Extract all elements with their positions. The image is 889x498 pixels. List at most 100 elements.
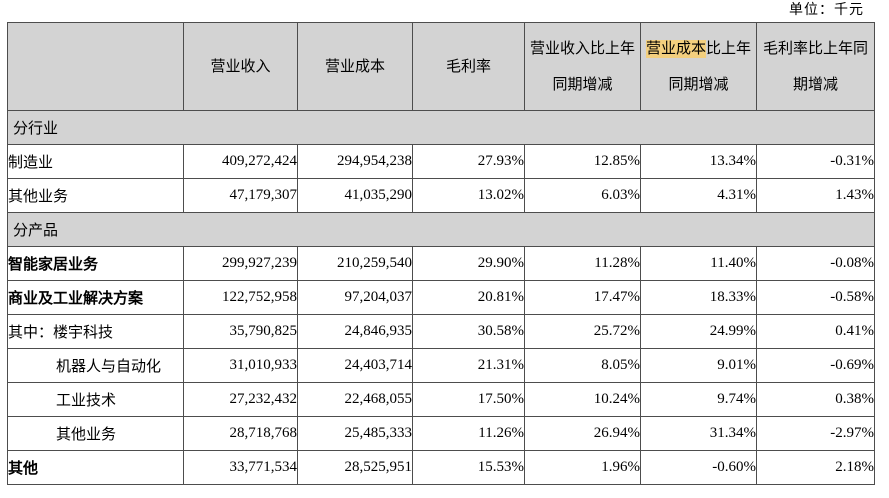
- highlighted-text: 营业成本: [645, 39, 706, 58]
- header-cell-operating-cost: 营业成本: [297, 22, 413, 111]
- value-cell: 2.18%: [756, 450, 875, 485]
- value-cell: 9.74%: [640, 382, 757, 417]
- header-text: 期增减: [792, 76, 838, 93]
- row-label: 其他业务: [7, 416, 184, 451]
- header-line: 毛利率: [414, 49, 524, 85]
- header-text: 营业收入: [210, 58, 271, 75]
- header-line: 毛利率比上年同: [758, 31, 874, 67]
- header-line: 期增减: [758, 67, 874, 103]
- row-label: 其他: [7, 450, 184, 485]
- value-cell: 47,179,307: [183, 178, 298, 213]
- row-label: 制造业: [7, 144, 184, 179]
- row-label: 机器人与自动化: [7, 348, 184, 383]
- value-cell: 24.99%: [640, 314, 757, 349]
- value-cell: 28,525,951: [297, 450, 413, 485]
- header-cell-gross-margin: 毛利率: [412, 22, 525, 111]
- value-cell: 17.47%: [524, 280, 641, 315]
- value-cell: -0.69%: [756, 348, 875, 383]
- header-row: 营业收入 营业成本 毛利率 营业收入比上年 同期增减 营业成本比上年 同期增减 毛利率比上年同…: [7, 22, 875, 111]
- value-cell: 33,771,534: [183, 450, 298, 485]
- value-cell: 17.50%: [412, 382, 525, 417]
- value-cell: -2.97%: [756, 416, 875, 451]
- value-cell: 13.34%: [640, 144, 757, 179]
- header-text: 同期增减: [552, 76, 613, 93]
- header-line: 同期增减: [642, 67, 756, 103]
- value-cell: -0.58%: [756, 280, 875, 315]
- row-label: 其他业务: [7, 178, 184, 213]
- value-cell: 294,954,238: [297, 144, 413, 179]
- value-cell: 12.85%: [524, 144, 641, 179]
- value-cell: 35,790,825: [183, 314, 298, 349]
- value-cell: 28,718,768: [183, 416, 298, 451]
- value-cell: 4.31%: [640, 178, 757, 213]
- header-cell-revenue-yoy-change: 营业收入比上年同期增减: [524, 22, 641, 111]
- value-cell: 18.33%: [640, 280, 757, 315]
- table-row: 智能家居业务 299,927,239 210,259,540 29.90% 11.28%…: [7, 246, 875, 281]
- value-cell: 10.24%: [524, 382, 641, 417]
- value-cell: 1.96%: [524, 450, 641, 485]
- unit-label: 单位：千元: [789, 3, 864, 18]
- value-cell: -0.31%: [756, 144, 875, 179]
- value-cell: 25.72%: [524, 314, 641, 349]
- header-text: 毛利率比上年同: [762, 40, 868, 57]
- row-label: 智能家居业务: [7, 246, 184, 281]
- value-cell: 13.02%: [412, 178, 525, 213]
- value-cell: 9.01%: [640, 348, 757, 383]
- section-row: 分产品: [7, 212, 875, 247]
- header-text: 营业成本: [324, 58, 385, 75]
- header-line: 营业收入: [185, 49, 297, 85]
- value-cell: 31,010,933: [183, 348, 298, 383]
- header-line: 同期增减: [526, 67, 640, 103]
- value-cell: 299,927,239: [183, 246, 298, 281]
- value-cell: 25,485,333: [297, 416, 413, 451]
- row-label: 其中：楼宇科技: [7, 314, 184, 349]
- value-cell: 11.40%: [640, 246, 757, 281]
- value-cell: 27,232,432: [183, 382, 298, 417]
- value-cell: -0.60%: [640, 450, 757, 485]
- table-row: 其中：楼宇科技 35,790,825 24,846,935 30.58% 25.72% 2…: [7, 314, 875, 349]
- row-label: 工业技术: [7, 382, 184, 417]
- value-cell: -0.08%: [756, 246, 875, 281]
- section-label: 分行业: [7, 110, 875, 145]
- row-label: 商业及工业解决方案: [7, 280, 184, 315]
- value-cell: 22,468,055: [297, 382, 413, 417]
- header-line: 营业成本: [299, 49, 412, 85]
- value-cell: 11.26%: [412, 416, 525, 451]
- table-header: 营业收入 营业成本 毛利率 营业收入比上年 同期增减 营业成本比上年 同期增减 毛利率比上年同…: [7, 22, 875, 111]
- table-row: 制造业 409,272,424 294,954,238 27.93% 12.85% 13.…: [7, 144, 875, 179]
- value-cell: 30.58%: [412, 314, 525, 349]
- value-cell: 41,035,290: [297, 178, 413, 213]
- header-cell-margin-yoy-change: 毛利率比上年同 期增减: [756, 22, 875, 111]
- value-cell: 15.53%: [412, 450, 525, 485]
- table-row: 其他业务 28,718,768 25,485,333 11.26% 26.94% 31.3…: [7, 416, 875, 451]
- header-line: 营业成本比上年: [642, 31, 756, 67]
- value-cell: 6.03%: [524, 178, 641, 213]
- value-cell: 24,403,714: [297, 348, 413, 383]
- table-row: 工业技术 27,232,432 22,468,055 17.50% 10.24% 9.74…: [7, 382, 875, 417]
- value-cell: 0.41%: [756, 314, 875, 349]
- segment-financial-table: 营业收入 营业成本 毛利率 营业收入比上年 同期增减 营业成本比上年 同期增减 毛利率比上年同…: [7, 22, 875, 485]
- table-row: 商业及工业解决方案 122,752,958 97,204,037 20.81% 17.4…: [7, 280, 875, 315]
- value-cell: 97,204,037: [297, 280, 413, 315]
- table-body: 分行业 制造业 409,272,424 294,954,238 27.93% 12.85%…: [7, 110, 875, 485]
- value-cell: 24,846,935: [297, 314, 413, 349]
- value-cell: 26.94%: [524, 416, 641, 451]
- header-text: 同期增减: [668, 76, 729, 93]
- value-cell: 0.38%: [756, 382, 875, 417]
- value-cell: 29.90%: [412, 246, 525, 281]
- table-row: 其他 33,771,534 28,525,951 15.53% 1.96% -0.60% 2…: [7, 450, 875, 485]
- value-cell: 20.81%: [412, 280, 525, 315]
- header-cell-operating-revenue: 营业收入: [183, 22, 298, 111]
- table-row: 机器人与自动化 31,010,933 24,403,714 21.31% 8.05% 9.…: [7, 348, 875, 383]
- table-row: 其他业务 47,179,307 41,035,290 13.02% 6.03% 4.31%…: [7, 178, 875, 213]
- value-cell: 1.43%: [756, 178, 875, 213]
- header-text: 比上年: [706, 40, 752, 57]
- value-cell: 210,259,540: [297, 246, 413, 281]
- section-label: 分产品: [7, 212, 875, 247]
- value-cell: 8.05%: [524, 348, 641, 383]
- section-row: 分行业: [7, 110, 875, 145]
- value-cell: 122,752,958: [183, 280, 298, 315]
- value-cell: 21.31%: [412, 348, 525, 383]
- header-line: 营业收入比上年: [526, 31, 640, 67]
